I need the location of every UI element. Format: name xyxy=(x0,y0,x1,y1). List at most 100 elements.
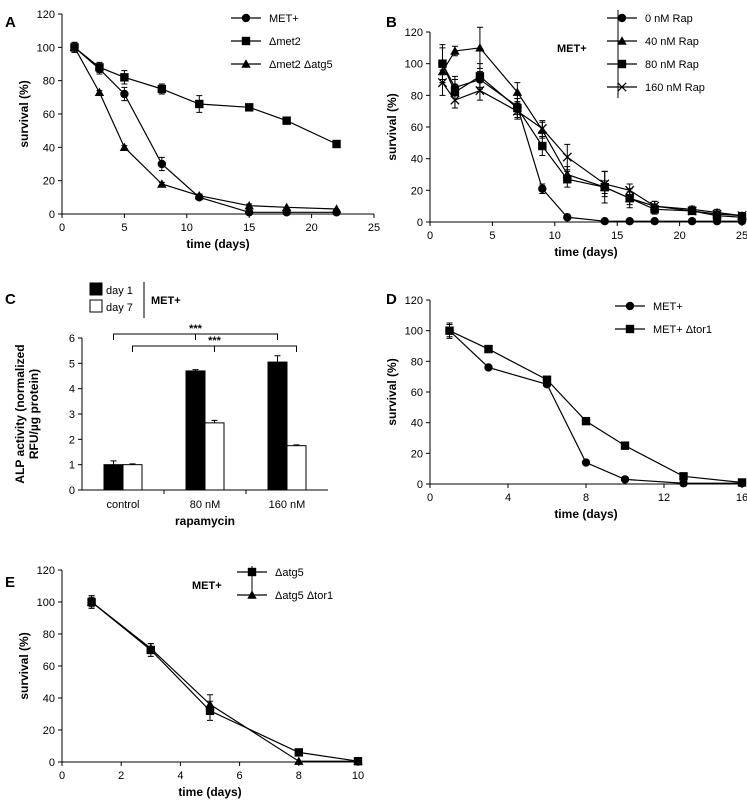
data-point xyxy=(563,175,572,184)
data-point xyxy=(157,179,167,188)
y-tick-label: 80 xyxy=(411,356,423,368)
y-tick-label: 60 xyxy=(411,122,423,134)
y-tick-label: 60 xyxy=(43,109,55,121)
data-point xyxy=(538,184,547,193)
significance-label: *** xyxy=(189,323,203,335)
x-axis-label: rapamycin xyxy=(175,514,235,528)
series-line xyxy=(91,601,359,762)
data-point xyxy=(95,63,104,72)
y-tick-label: 0 xyxy=(49,757,55,769)
data-point xyxy=(282,116,291,125)
data-point xyxy=(245,208,254,217)
data-point xyxy=(244,200,254,210)
series-Δmet2-Δatg5 xyxy=(69,42,342,213)
data-point xyxy=(294,756,304,765)
data-point xyxy=(650,217,659,226)
bar xyxy=(204,422,225,491)
x-tick-label: 0 xyxy=(427,230,433,242)
y-axis-label-line2: RFU/µg protein) xyxy=(27,369,41,459)
series-line xyxy=(74,46,337,213)
legend-marker xyxy=(625,324,635,334)
data-point xyxy=(649,201,660,211)
data-point xyxy=(562,152,572,162)
data-point xyxy=(205,699,215,709)
x-tick-label: 10 xyxy=(352,770,364,782)
bar xyxy=(103,464,124,491)
data-point xyxy=(563,213,572,222)
x-tick-label: 5 xyxy=(121,222,127,234)
x-tick-label: 80 nM xyxy=(190,499,221,511)
data-point xyxy=(475,72,485,81)
y-tick-label: 80 xyxy=(43,76,55,88)
panel-letter: C xyxy=(5,291,16,308)
data-point xyxy=(679,479,688,488)
axes: 0 20 40 60 80 100 120 0 5 10 15 20 25 time (days) surv… xyxy=(17,9,380,251)
y-axis-label-line1: ALP activity (normalized xyxy=(13,344,27,483)
series-day-7 xyxy=(122,419,307,491)
legend-entry: day 7 xyxy=(106,302,133,314)
x-axis-label: time (days) xyxy=(186,237,249,251)
series-Δatg5-Δtor1 xyxy=(86,596,363,765)
legend-entry: 40 nM Rap xyxy=(645,36,699,48)
axes: 0 1 2 3 4 5 6 control 80 nM 160 nM rapamycin ALP ac… xyxy=(13,333,328,528)
y-tick-label: 0 xyxy=(417,479,423,491)
legend-marker xyxy=(617,82,627,92)
x-tick-label: 5 xyxy=(489,230,495,242)
data-point xyxy=(294,748,303,757)
y-tick-label: 4 xyxy=(69,384,75,396)
x-tick-label: 20 xyxy=(673,230,685,242)
x-tick-label: 0 xyxy=(59,222,65,234)
y-tick-label: 1 xyxy=(69,460,75,472)
legend-entry: 80 nM Rap xyxy=(645,59,699,71)
data-point xyxy=(537,123,547,134)
y-tick-label: 0 xyxy=(417,217,423,229)
series-line xyxy=(441,82,743,217)
data-point xyxy=(538,141,547,151)
y-tick-label: 40 xyxy=(43,142,55,154)
legend-marker xyxy=(247,567,257,577)
series-Δatg5 xyxy=(87,595,363,766)
x-tick-label: 4 xyxy=(177,770,183,782)
legend-entry: 160 nM Rap xyxy=(645,82,705,94)
data-point xyxy=(195,99,204,109)
y-axis-label: survival (%) xyxy=(385,358,399,425)
y-tick-label: 0 xyxy=(69,485,75,497)
y-tick-label: 20 xyxy=(43,176,55,188)
data-point xyxy=(157,84,167,94)
error-bar xyxy=(293,444,300,446)
y-tick-label: 60 xyxy=(411,387,423,399)
data-point xyxy=(600,217,609,226)
y-tick-label: 3 xyxy=(69,409,75,421)
panel-b: B 0 20 40 60 80 100 120 0 5 10 15 20 25 time (days) sur… xyxy=(385,10,747,259)
panel-letter: D xyxy=(386,291,397,308)
data-point xyxy=(687,217,697,226)
y-axis-label: survival (%) xyxy=(17,80,31,147)
error-bar xyxy=(211,419,218,423)
data-point xyxy=(450,95,460,105)
x-tick-label: 10 xyxy=(181,222,193,234)
y-tick-label: 120 xyxy=(405,295,423,307)
y-tick-label: 120 xyxy=(405,27,423,39)
y-tick-label: 40 xyxy=(411,418,423,430)
error-bar xyxy=(274,355,281,363)
data-point xyxy=(737,211,747,221)
y-axis-label: survival (%) xyxy=(17,632,31,699)
data-point xyxy=(86,597,97,606)
data-point xyxy=(581,458,591,467)
bar xyxy=(122,464,143,491)
data-point xyxy=(737,478,747,487)
bar xyxy=(286,445,307,491)
series-40-nM-Rap xyxy=(437,26,747,220)
x-tick-label: 15 xyxy=(243,222,255,234)
series-line xyxy=(91,601,358,762)
y-tick-label: 20 xyxy=(43,725,55,737)
x-tick-label: 25 xyxy=(736,230,747,242)
data-point xyxy=(438,59,447,68)
legend: MET+ Δatg5 Δatg5 Δtor1 xyxy=(192,566,333,602)
x-axis-label: time (days) xyxy=(554,507,617,521)
legend-swatch xyxy=(89,299,103,313)
series-MET+ xyxy=(445,324,747,488)
legend: MET+ 0 nM Rap 40 nM Rap 80 nM Rap 160 nM Rap xyxy=(557,10,705,98)
data-point xyxy=(625,185,635,195)
data-point xyxy=(581,416,591,426)
